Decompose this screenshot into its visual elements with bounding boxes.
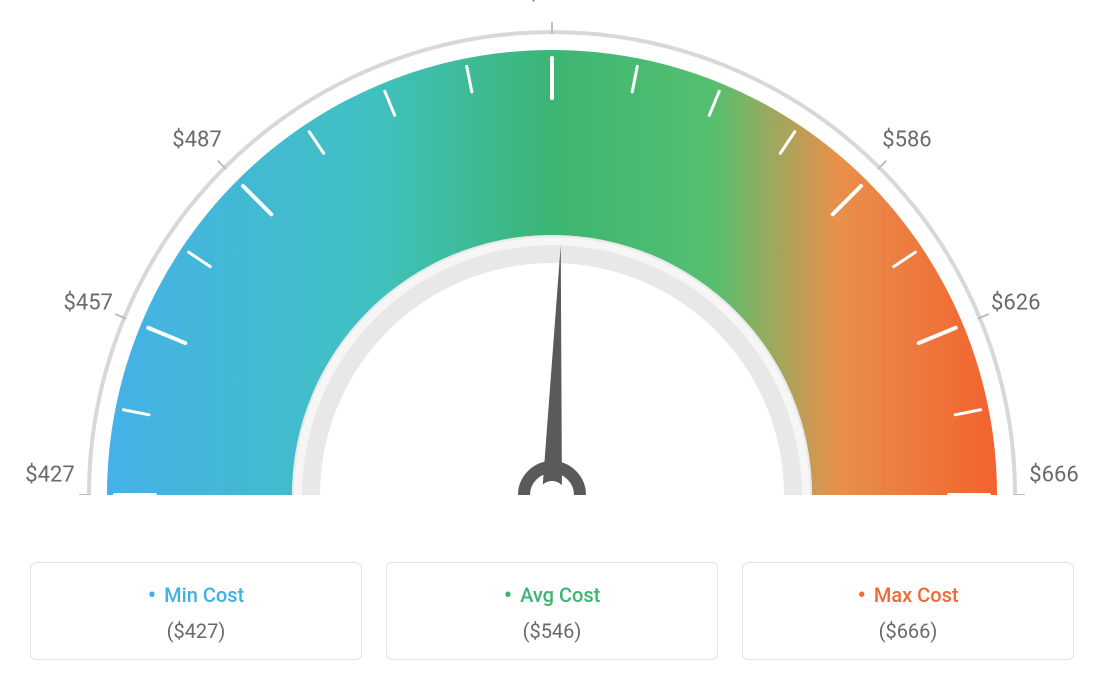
gauge-svg <box>0 0 1104 560</box>
gauge-tick-label: $457 <box>63 290 112 315</box>
gauge-tick-label: $626 <box>991 290 1040 315</box>
gauge-tick-label: $427 <box>25 463 74 488</box>
gauge-chart: $427 $457 $487 $546 $586 $626 $666 <box>0 0 1104 560</box>
legend-card-max: Max Cost ($666) <box>742 562 1074 660</box>
legend-min-value: ($427) <box>41 619 351 643</box>
legend-avg-title: Avg Cost <box>397 581 707 609</box>
gauge-tick-label: $666 <box>1029 463 1078 488</box>
legend-row: Min Cost ($427) Avg Cost ($546) Max Cost… <box>30 562 1074 660</box>
gauge-tick-label: $487 <box>172 128 221 153</box>
legend-max-title: Max Cost <box>753 581 1063 609</box>
legend-avg-value: ($546) <box>397 619 707 643</box>
legend-card-avg: Avg Cost ($546) <box>386 562 718 660</box>
gauge-tick-label: $586 <box>882 128 931 153</box>
legend-card-min: Min Cost ($427) <box>30 562 362 660</box>
gauge-tick-label: $546 <box>527 0 576 6</box>
legend-min-title: Min Cost <box>41 581 351 609</box>
legend-max-value: ($666) <box>753 619 1063 643</box>
